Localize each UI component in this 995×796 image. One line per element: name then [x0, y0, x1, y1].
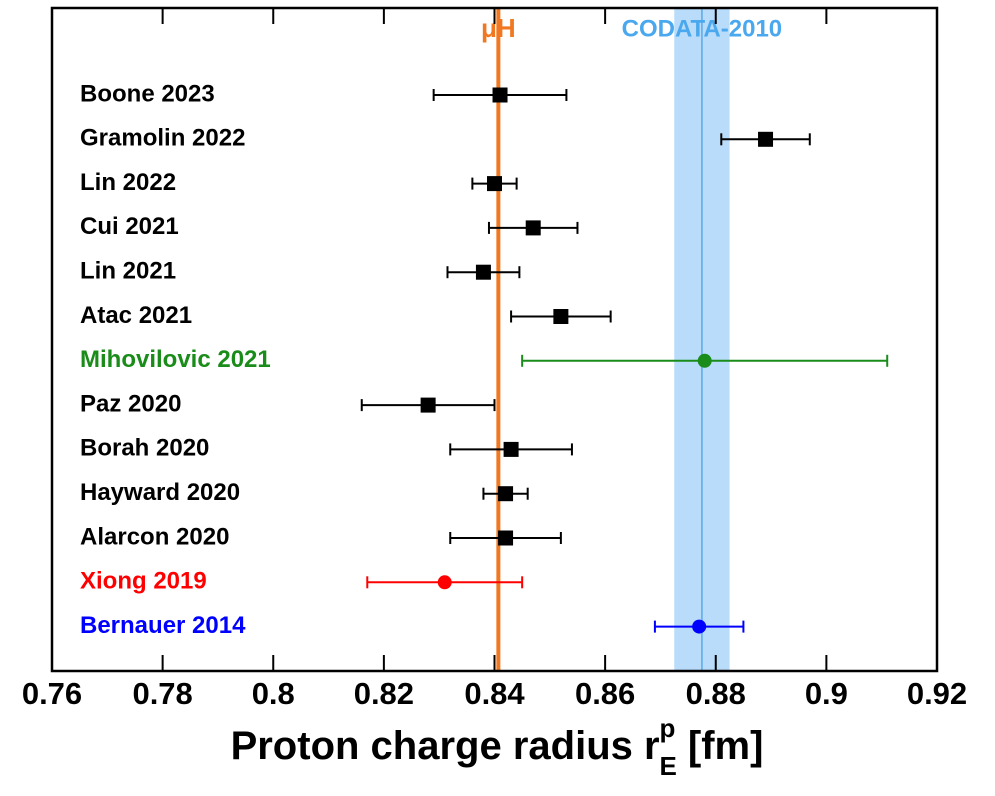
row-label: Borah 2020 [80, 435, 209, 462]
point [475, 264, 491, 280]
point [498, 530, 514, 546]
x-tick-label: 0.78 [132, 676, 192, 711]
row-label: Alarcon 2020 [80, 523, 229, 550]
point [487, 176, 502, 192]
row-label: Lin 2021 [80, 258, 176, 285]
point [525, 220, 541, 236]
row-label: Hayward 2020 [80, 479, 240, 506]
x-tick-label: 0.88 [686, 676, 746, 711]
row-label: Lin 2022 [80, 169, 176, 196]
row-label: Cui 2021 [80, 213, 179, 240]
x-label-sub: E [659, 751, 676, 781]
under-layer: CODATA-2010 μH [481, 8, 782, 671]
point [758, 131, 774, 147]
x-tick-label: 0.86 [575, 676, 635, 711]
frame [50, 6, 939, 673]
muh-label: μH [481, 13, 516, 43]
x-label-unit: [fm] [677, 724, 764, 768]
point [498, 486, 514, 502]
x-label-sup: p [660, 713, 676, 743]
x-tick-label: 0.92 [907, 676, 967, 711]
point [420, 397, 436, 413]
x-axis-label: Proton charge radius rp E [fm] [231, 713, 764, 781]
x-tick-label: 0.9 [805, 676, 848, 711]
point [503, 441, 519, 457]
point [692, 619, 707, 634]
point [492, 87, 508, 103]
x-tick-label: 0.76 [22, 676, 82, 711]
row-label: Mihovilovic 2021 [80, 346, 271, 373]
point [697, 353, 712, 368]
marks-layer: 0.76 0.78 0.8 0.82 0.84 0.86 0.88 0.9 0.92 Boone … [22, 8, 967, 711]
x-tick-label: 0.82 [354, 676, 414, 711]
row-label: Bernauer 2014 [80, 612, 246, 639]
row-label: Paz 2020 [80, 390, 181, 417]
point [437, 575, 452, 590]
x-tick-label: 0.8 [252, 676, 295, 711]
row-label: Atac 2021 [80, 302, 192, 329]
row-label: Gramolin 2022 [80, 125, 245, 152]
row-label: Xiong 2019 [80, 568, 207, 595]
codata-label: CODATA-2010 [622, 15, 782, 42]
row-label: Boone 2023 [80, 80, 215, 107]
point [553, 309, 569, 324]
x-tick-label: 0.84 [464, 676, 525, 711]
x-label-main: Proton charge radius r [231, 724, 660, 768]
